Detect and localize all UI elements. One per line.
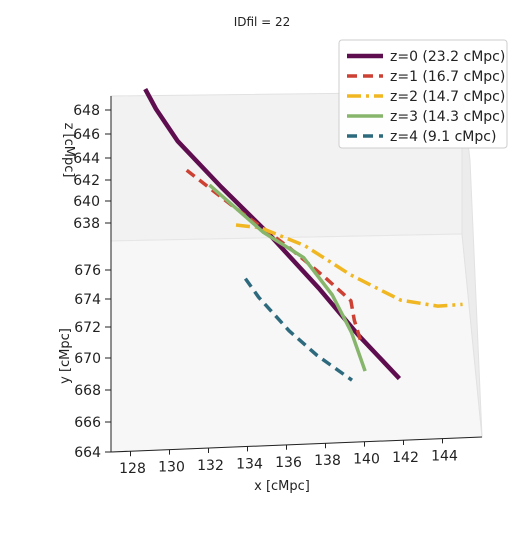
y-tick-label: 670 [74, 351, 101, 367]
y-tick-label: 668 [74, 383, 101, 399]
x-tick-label: 132 [197, 458, 224, 474]
z-tick-label: 644 [73, 151, 100, 167]
series-line-3 [208, 183, 367, 372]
z-tick-label: 642 [73, 173, 100, 189]
y-tick-label: 666 [74, 415, 101, 431]
y-tick-label: 674 [74, 292, 101, 308]
x-tick-label: 128 [119, 461, 146, 477]
series-line-2 [235, 223, 463, 308]
legend-label-4: z=4 (9.1 cMpc) [390, 129, 496, 145]
z-tick-label: 646 [73, 127, 100, 143]
z-tick-label: 640 [73, 194, 100, 210]
series-line-4 [243, 277, 354, 382]
legend-label-0: z=0 (23.2 cMpc) [390, 49, 505, 65]
x-tick-label: 142 [392, 450, 419, 466]
series-layer [143, 88, 463, 382]
x-tick-label: 140 [353, 452, 380, 468]
y-tick-label: 676 [74, 263, 101, 279]
z-tick-label: 648 [73, 103, 100, 119]
x-tick-label: 144 [431, 448, 458, 464]
x-axis-line [110, 436, 483, 453]
axis-lines [110, 96, 483, 453]
y-tick-label: 672 [74, 320, 101, 336]
x-tick-label: 134 [236, 456, 263, 472]
x-tick-label: 136 [275, 455, 302, 471]
y-tick-label: 664 [74, 445, 101, 461]
legend-label-2: z=2 (14.7 cMpc) [390, 89, 505, 105]
z-axis-label: z [cMpc] [61, 123, 76, 178]
z-tick-label: 638 [73, 216, 100, 232]
legend-label-1: z=1 (16.7 cMpc) [390, 69, 505, 85]
legend: z=0 (23.2 cMpc) z=1 (16.7 cMpc) z=2 (14.7 … [338, 39, 508, 149]
series-line-0 [143, 88, 402, 381]
x-tick-label: 138 [314, 453, 341, 469]
y-axis-label: y [cMpc] [58, 328, 73, 384]
legend-label-3: z=3 (14.3 cMpc) [390, 109, 505, 125]
legend-frame [338, 39, 508, 149]
x-axis-label: x [cMpc] [254, 479, 310, 494]
axis-ticks: 128 130 132 134 136 138 140 142 144 664 666 668 670 6… [73, 103, 458, 477]
x-tick-label: 130 [158, 460, 185, 476]
chart-title: IDfil = 22 [234, 15, 291, 29]
